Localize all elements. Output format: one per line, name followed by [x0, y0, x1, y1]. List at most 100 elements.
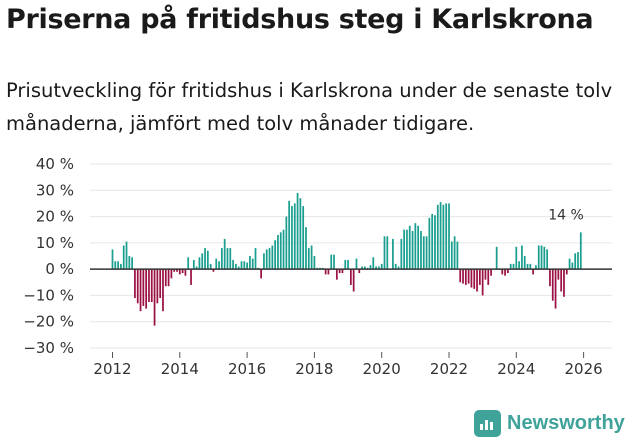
bar [223, 238, 226, 270]
bar [120, 263, 122, 270]
bar [195, 266, 198, 270]
price-change-chart: 40 %30 %20 %10 %0 %−10 %−20 %−30 % 2012 2… [23, 155, 612, 378]
bar [554, 269, 557, 309]
bar [383, 236, 386, 270]
bar [557, 269, 560, 280]
x-tick-label: 2012 [93, 360, 131, 378]
bar [240, 261, 243, 270]
bar [509, 263, 512, 270]
bar [192, 259, 195, 270]
bar [434, 215, 436, 270]
bar [425, 236, 428, 270]
bar [187, 257, 190, 270]
bar [285, 216, 288, 270]
bar [310, 245, 313, 270]
bar [349, 269, 352, 285]
bar [249, 256, 251, 270]
bar [428, 217, 431, 270]
x-axis: 2012 2014 2016 2018 2020 2022 2024 2026 [93, 352, 603, 378]
bar [232, 259, 234, 270]
bar [215, 258, 218, 270]
y-tick-label: −20 % [23, 313, 74, 331]
bar [288, 200, 291, 270]
bar [254, 248, 257, 270]
bar [111, 249, 114, 270]
bar [565, 269, 568, 275]
bar [150, 269, 153, 302]
bar [296, 192, 299, 270]
bar [293, 203, 296, 270]
y-axis: 40 % 30 % 20 % 10 % 0 % −10 % −20 % −30 % [23, 155, 74, 357]
bar [204, 248, 206, 270]
bar [537, 245, 540, 270]
y-tick-label: 40 % [36, 155, 74, 173]
bar [378, 266, 380, 270]
y-tick-label: −30 % [23, 339, 74, 357]
x-tick-label: 2022 [430, 360, 468, 378]
bar [206, 250, 209, 270]
bar [487, 269, 490, 285]
bar [307, 248, 310, 270]
bar [450, 241, 453, 270]
bar [501, 269, 504, 275]
bar [459, 269, 462, 283]
bar [414, 223, 417, 270]
x-tick-label: 2018 [295, 360, 333, 378]
bar [467, 269, 470, 284]
bar [546, 249, 549, 270]
bar [263, 253, 265, 270]
bar [439, 202, 442, 270]
bar [521, 245, 523, 270]
bar [420, 231, 422, 270]
bar [190, 269, 192, 285]
bar [571, 262, 574, 270]
grid-lines [90, 163, 612, 349]
bar [235, 263, 237, 270]
bar [178, 269, 181, 275]
bar [176, 269, 178, 272]
bar [162, 269, 164, 312]
bar [515, 246, 518, 270]
bar [218, 261, 220, 270]
newsworthy-logo: Newsworthy [474, 408, 625, 438]
bar [173, 269, 176, 272]
bar [220, 248, 223, 270]
bar [330, 254, 333, 270]
bar [422, 236, 425, 270]
bar [170, 269, 173, 279]
bar [563, 269, 565, 297]
bar [495, 246, 498, 270]
bar [504, 269, 506, 276]
bar [512, 263, 515, 270]
bar [476, 269, 478, 292]
bar [226, 248, 229, 270]
bar [540, 245, 543, 270]
bar [386, 236, 389, 270]
bar [529, 263, 532, 270]
last-value-label: 14 % [548, 207, 584, 223]
bar [291, 206, 293, 270]
bar [464, 269, 467, 285]
bar [313, 256, 316, 270]
bar [156, 269, 159, 304]
bar [277, 234, 279, 270]
bar [341, 269, 344, 274]
bar [201, 253, 204, 270]
y-tick-label: −10 % [23, 286, 74, 304]
bar [408, 225, 411, 270]
bar [142, 269, 145, 306]
bar [462, 269, 464, 284]
y-tick-label: 10 % [36, 234, 74, 252]
bar [403, 229, 405, 270]
bar [153, 269, 156, 326]
bar [551, 269, 554, 301]
bar [229, 248, 232, 270]
bar [397, 266, 400, 270]
bar [274, 240, 277, 270]
bar [282, 229, 285, 270]
bar [271, 245, 274, 270]
bar [333, 254, 335, 270]
bar [243, 261, 246, 270]
bar [358, 269, 361, 274]
bar [355, 258, 358, 270]
